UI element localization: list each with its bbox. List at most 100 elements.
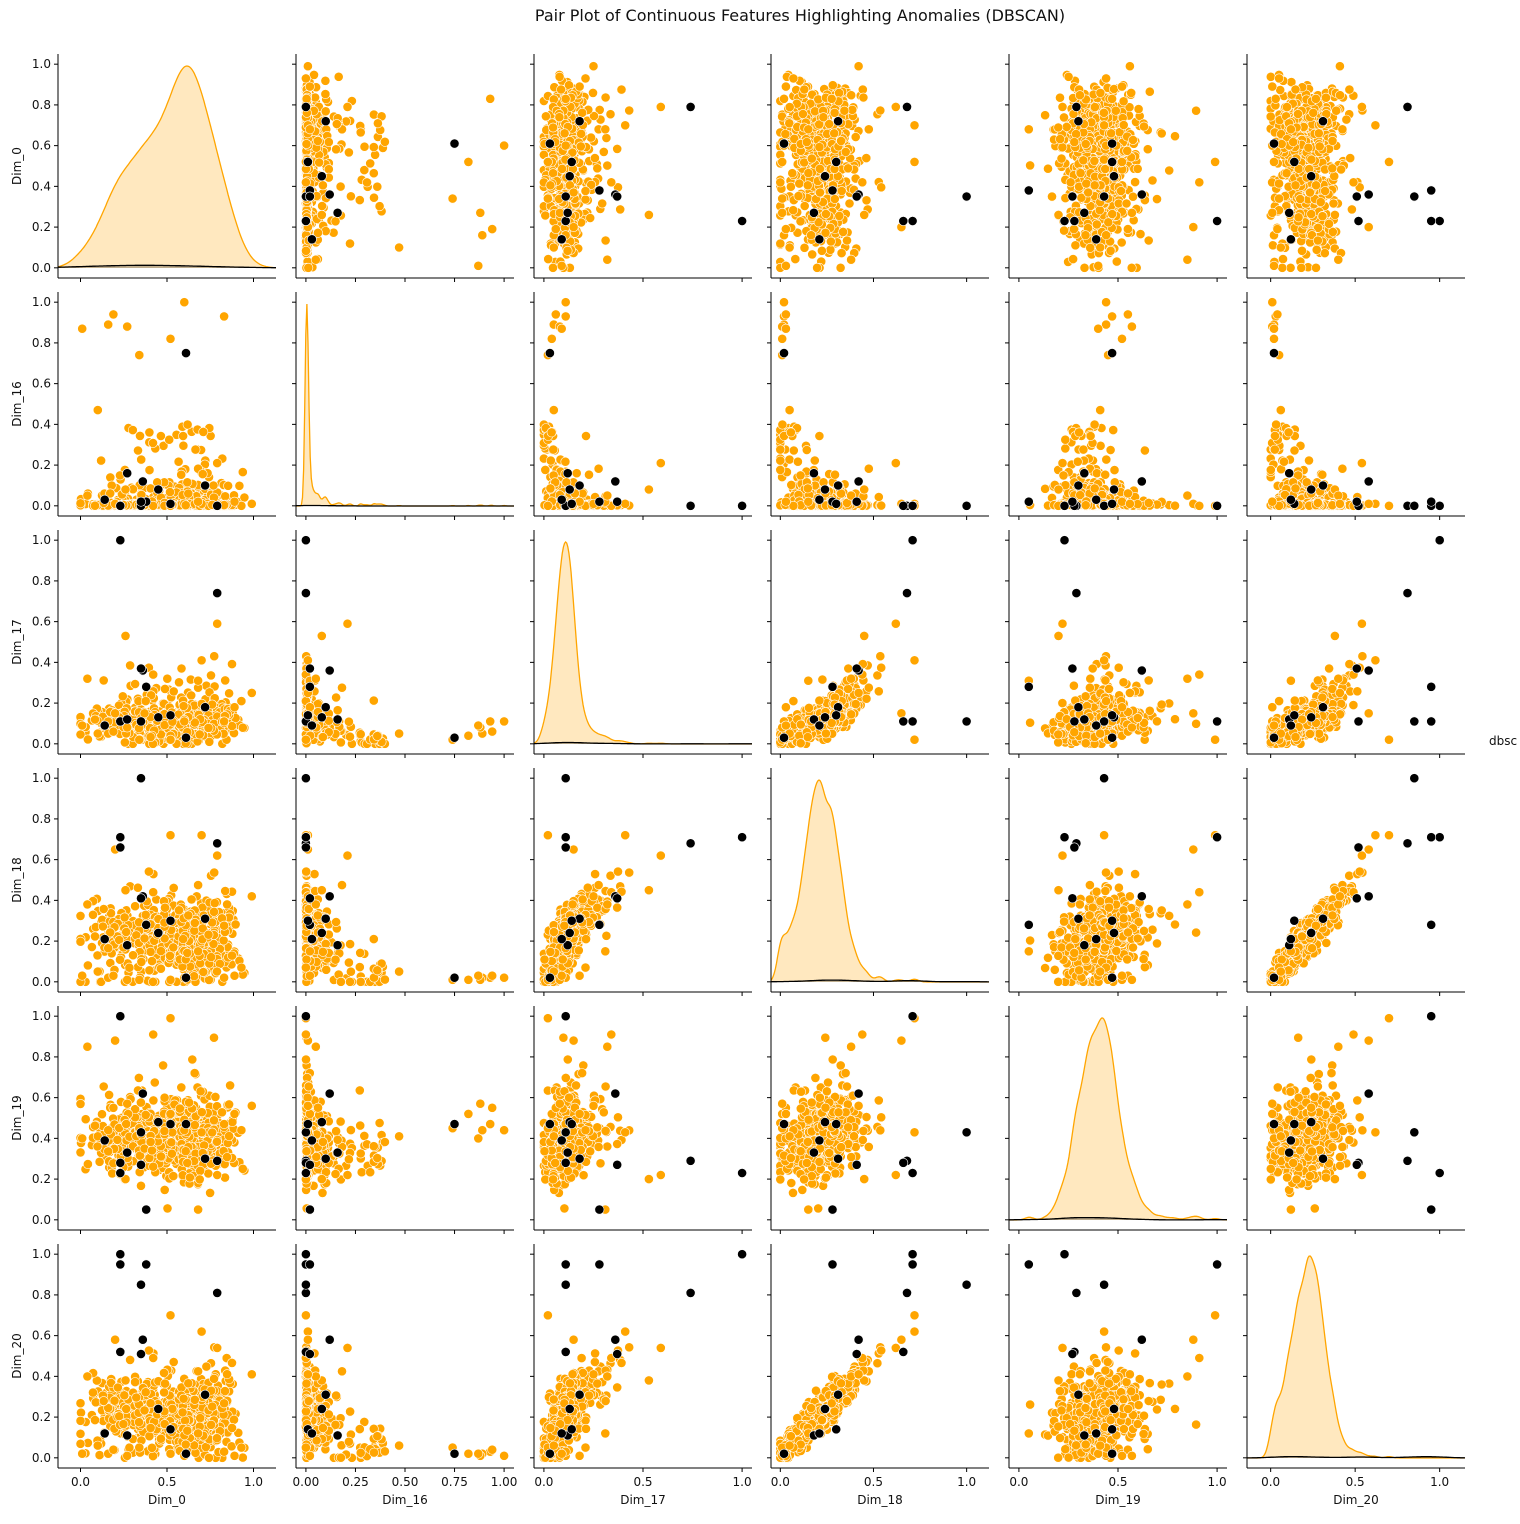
point-normal [1268, 82, 1277, 91]
point-normal [1139, 122, 1148, 131]
point-normal [815, 188, 824, 197]
point-normal [464, 157, 473, 166]
y-tick-label: 1.0 [32, 57, 51, 71]
point-anomaly [565, 485, 574, 494]
point-anomaly [1290, 157, 1299, 166]
point-normal [1111, 106, 1120, 115]
point-anomaly [301, 216, 310, 225]
point-normal [1312, 245, 1321, 254]
point-anomaly [1318, 117, 1327, 126]
point-normal [107, 481, 116, 490]
point-normal [786, 182, 795, 191]
point-normal [1043, 164, 1052, 173]
point-anomaly [1080, 208, 1089, 217]
point-normal [301, 178, 310, 187]
point-normal [1079, 156, 1088, 165]
point-normal [788, 169, 797, 178]
panel-Dim_0-vs-Dim_20 [1243, 54, 1465, 282]
point-normal [864, 125, 873, 134]
point-normal [1128, 192, 1137, 201]
point-normal [1055, 93, 1064, 102]
point-normal [1069, 255, 1078, 264]
point-normal [789, 74, 798, 83]
point-normal [837, 136, 846, 145]
point-anomaly [1024, 186, 1033, 195]
point-normal [478, 231, 487, 240]
point-anomaly [613, 192, 622, 201]
point-normal [1371, 121, 1380, 130]
point-anomaly [100, 495, 109, 504]
point-normal [1108, 94, 1117, 103]
point-anomaly [321, 117, 330, 126]
point-anomaly [1427, 216, 1436, 225]
point-normal [1092, 220, 1101, 229]
point-normal [318, 181, 327, 190]
point-anomaly [1427, 186, 1436, 195]
point-normal [1268, 208, 1277, 217]
point-normal [1071, 241, 1080, 250]
point-normal [1335, 91, 1344, 100]
point-normal [1143, 145, 1152, 154]
point-anomaly [828, 186, 837, 195]
point-normal [213, 459, 222, 468]
point-anomaly [450, 139, 459, 148]
point-normal [1165, 166, 1174, 175]
point-normal [588, 88, 597, 97]
point-normal [813, 263, 822, 272]
point-normal [1094, 261, 1103, 270]
point-normal [575, 82, 584, 91]
point-normal [1145, 87, 1154, 96]
point-normal [778, 208, 787, 217]
y-tick-label: 1.0 [32, 295, 51, 309]
point-normal [1345, 85, 1354, 94]
panel-Dim_0-vs-Dim_0: 0.00.20.40.60.81.0 [32, 54, 276, 282]
point-normal [543, 501, 552, 510]
point-normal [375, 202, 384, 211]
point-normal [779, 94, 788, 103]
point-normal [1127, 88, 1136, 97]
point-normal [807, 154, 816, 163]
point-normal [106, 473, 115, 482]
point-normal [1311, 263, 1320, 272]
point-normal [343, 102, 352, 111]
point-normal [1321, 93, 1330, 102]
point-anomaly [1286, 235, 1295, 244]
point-anomaly [1285, 208, 1294, 217]
point-normal [791, 255, 800, 264]
point-normal [859, 93, 868, 102]
point-normal [1119, 120, 1128, 129]
point-normal [331, 217, 340, 226]
point-normal [346, 192, 355, 201]
point-normal [617, 85, 626, 94]
panel-Dim_0-vs-Dim_16 [292, 54, 514, 282]
point-anomaly [611, 477, 620, 486]
point-anomaly [563, 208, 572, 217]
point-normal [1274, 179, 1283, 188]
point-normal [1282, 103, 1291, 112]
point-normal [360, 142, 369, 151]
point-normal [1304, 143, 1313, 152]
point-normal [373, 119, 382, 128]
point-normal [336, 182, 345, 191]
point-normal [179, 431, 188, 440]
point-normal [366, 159, 375, 168]
point-normal [1315, 142, 1324, 151]
point-normal [1101, 164, 1110, 173]
point-normal [1082, 179, 1091, 188]
point-normal [837, 249, 846, 258]
point-normal [395, 243, 404, 252]
point-normal [546, 181, 555, 190]
point-normal [97, 456, 106, 465]
point-anomaly [1269, 139, 1278, 148]
point-normal [847, 255, 856, 264]
point-normal [1054, 123, 1063, 132]
point-normal [380, 137, 389, 146]
point-normal [500, 141, 509, 150]
y-tick-label: 0.4 [32, 417, 51, 431]
point-normal [561, 141, 570, 150]
point-normal [1070, 138, 1079, 147]
point-normal [546, 456, 555, 465]
point-normal [602, 133, 611, 142]
point-anomaly [567, 157, 576, 166]
